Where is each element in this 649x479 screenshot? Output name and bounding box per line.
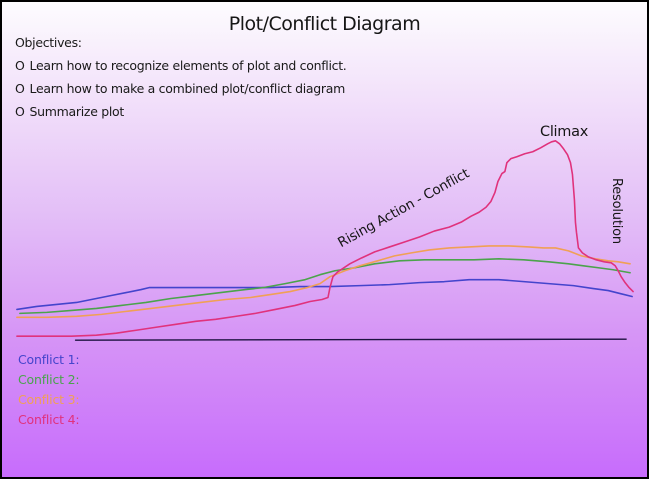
objective-bullet: O	[15, 58, 25, 73]
objective-bullet: O	[15, 81, 25, 96]
objective-item: O Summarize plot	[15, 104, 347, 119]
objectives-heading: Objectives:	[15, 35, 82, 50]
legend-item-conflict-2: Conflict 2:	[18, 372, 80, 387]
objective-text: Learn how to make a combined plot/confli…	[29, 81, 346, 96]
legend-item-conflict-3: Conflict 3:	[18, 392, 80, 407]
objective-text: Summarize plot	[29, 104, 125, 119]
objectives-block: Objectives: O Learn how to recognize elem…	[15, 35, 347, 127]
climax-label: Climax	[540, 124, 588, 140]
objective-item: O Learn how to recognize elements of plot…	[15, 58, 347, 73]
legend-item-conflict-1: Conflict 1:	[18, 352, 80, 367]
legend-item-conflict-4: Conflict 4:	[18, 412, 80, 427]
objective-item: O Learn how to make a combined plot/confl…	[15, 81, 347, 96]
objective-bullet: O	[15, 104, 25, 119]
legend: Conflict 1: Conflict 2: Conflict 3: Conf…	[18, 352, 80, 432]
objective-text: Learn how to recognize elements of plot …	[29, 58, 347, 73]
slide-title: Plot/Conflict Diagram	[228, 13, 421, 35]
resolution-label: Resolution	[609, 178, 624, 244]
